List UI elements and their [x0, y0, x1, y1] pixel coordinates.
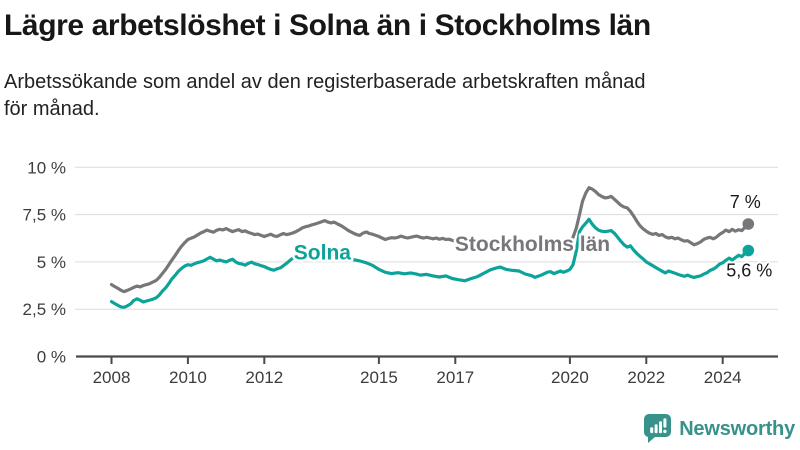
x-tick-label: 2012	[245, 368, 283, 387]
y-tick-label: 5 %	[37, 253, 66, 272]
y-tick-label: 10 %	[27, 158, 66, 177]
series-end-dot-solna	[742, 244, 755, 257]
x-tick-label: 2010	[169, 368, 207, 387]
series-name-label-stockholms-lan: Stockholms län	[455, 233, 610, 256]
x-tick-label: 2008	[93, 368, 131, 387]
x-tick-label: 2020	[551, 368, 589, 387]
chart-subtitle: Arbetssökande som andel av den registerb…	[4, 69, 796, 123]
y-tick-label: 2,5 %	[23, 300, 66, 319]
newsworthy-wordmark: Newsworthy	[679, 417, 795, 440]
x-tick-label: 2017	[436, 368, 474, 387]
end-value-label-stockholms-lan: 7 %	[730, 192, 761, 212]
end-value-label-solna: 5,6 %	[726, 261, 772, 281]
series-name-label-solna: Solna	[294, 241, 351, 264]
chart-header: Lägre arbetslöshet i Solna än i Stockhol…	[4, 7, 796, 123]
newsworthy-bubble-chart-icon	[644, 414, 672, 443]
chart-subtitle-line-1: Arbetssökande som andel av den registerb…	[4, 71, 646, 93]
series-line-stockholms-lan	[109, 186, 750, 294]
chart-title: Lägre arbetslöshet i Solna än i Stockhol…	[4, 9, 651, 42]
y-tick-label: 7,5 %	[23, 206, 66, 225]
newsworthy-logo: Newsworthy	[642, 413, 795, 444]
x-tick-label: 2015	[360, 368, 398, 387]
x-tick-label: 2024	[704, 368, 742, 387]
series-line-solna	[109, 217, 750, 309]
x-tick-label: 2022	[627, 368, 665, 387]
series-end-dot-stockholms-lan	[742, 218, 755, 230]
y-tick-label: 0 %	[37, 348, 66, 367]
chart-subtitle-line-2: för månad.	[4, 98, 100, 120]
